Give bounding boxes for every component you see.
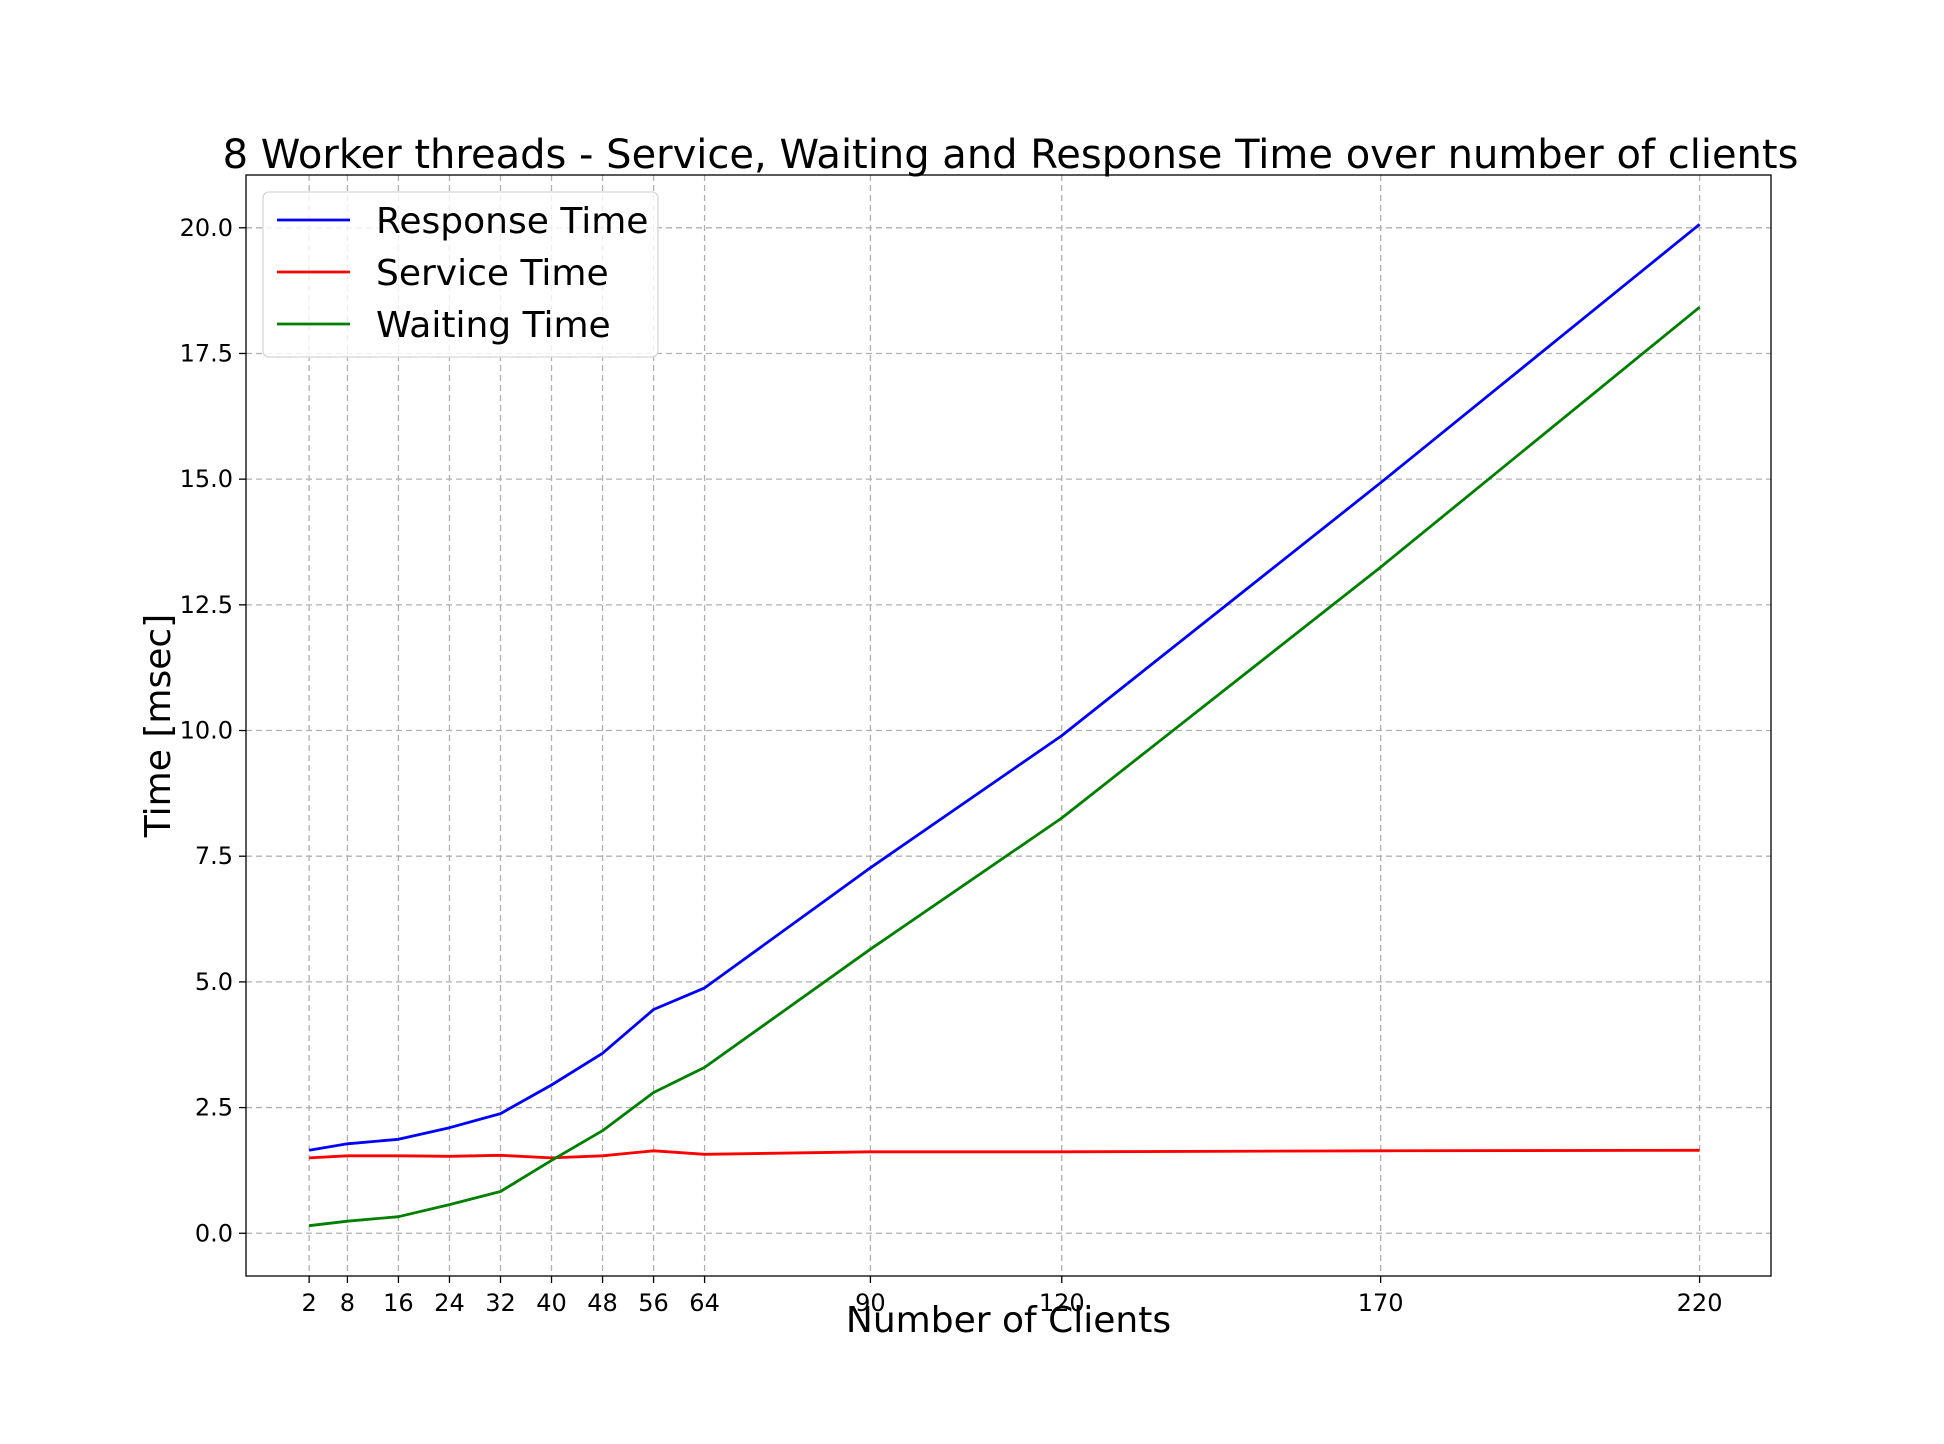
y-tick-label: 15.0	[180, 465, 233, 493]
x-tick-label: 64	[689, 1289, 720, 1317]
waiting-time-line	[308, 306, 1701, 1228]
y-tick-label: 5.0	[195, 968, 233, 996]
x-tick-label: 40	[536, 1289, 567, 1317]
legend-label-waiting-time: Waiting Time	[376, 305, 611, 346]
legend-label-response-time: Response Time	[376, 201, 648, 242]
x-axis-label: Number of Clients	[846, 1300, 1171, 1341]
response-time-line	[308, 223, 1701, 1152]
legend: Response Time Service Time Waiting Time	[262, 191, 659, 358]
axes-frame	[245, 174, 1772, 1277]
legend-entries: Response Time Service Time Waiting Time	[277, 201, 648, 346]
grid	[246, 175, 1771, 1276]
legend-box	[262, 191, 659, 358]
y-tick-label: 17.5	[180, 339, 233, 367]
y-tick-label: 20.0	[180, 214, 233, 242]
x-tick-label: 24	[434, 1289, 465, 1317]
x-tick-label: 220	[1677, 1289, 1723, 1317]
chart-title: 8 Worker threads - Service, Waiting and …	[223, 132, 1799, 178]
x-tick-label: 170	[1358, 1289, 1404, 1317]
x-tick-label: 8	[340, 1289, 355, 1317]
x-tick-label: 16	[383, 1289, 414, 1317]
y-tick-label: 7.5	[195, 842, 233, 870]
x-axis-ticks: 2 8 16 24 32 40 48 56 64 90 120 170 220	[302, 1276, 1723, 1317]
x-tick-label: 56	[638, 1289, 669, 1317]
x-tick-label: 32	[485, 1289, 516, 1317]
x-tick-label: 90	[855, 1289, 886, 1317]
y-tick-label: 2.5	[195, 1094, 233, 1122]
y-axis-label: Time [msec]	[138, 614, 179, 838]
y-tick-label: 10.0	[180, 717, 233, 745]
y-tick-label: 12.5	[180, 591, 233, 619]
x-tick-label: 48	[587, 1289, 618, 1317]
x-tick-label: 120	[1039, 1289, 1085, 1317]
x-tick-label: 2	[302, 1289, 317, 1317]
legend-label-service-time: Service Time	[376, 253, 609, 294]
series-lines	[308, 223, 1701, 1228]
y-tick-label: 0.0	[195, 1219, 233, 1247]
service-time-line	[309, 1148, 1700, 1160]
y-axis-ticks: 0.0 2.5 5.0 7.5 10.0 12.5 15.0 17.5 20.0	[180, 214, 246, 1247]
